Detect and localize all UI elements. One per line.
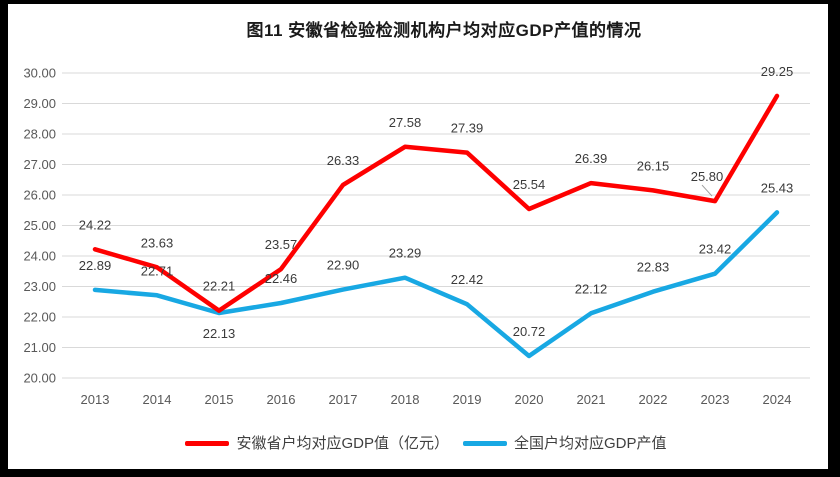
legend-item-anhui: 安徽省户均对应GDP值（亿元） xyxy=(185,436,449,451)
x-axis-tick-label: 2013 xyxy=(81,392,110,407)
data-label-leader-line xyxy=(701,184,713,197)
data-label: 27.58 xyxy=(389,115,422,130)
data-label: 22.83 xyxy=(637,260,670,275)
series-line-national xyxy=(92,210,780,359)
data-label: 23.42 xyxy=(699,242,732,257)
x-axis-tick-label: 2014 xyxy=(143,392,172,407)
y-axis-tick-label: 30.00 xyxy=(23,66,56,81)
series-line-anhui xyxy=(92,93,780,313)
x-axis-tick-label: 2020 xyxy=(515,392,544,407)
y-axis-tick-label: 29.00 xyxy=(23,96,56,111)
data-label: 22.12 xyxy=(575,281,608,296)
data-label: 26.39 xyxy=(575,151,608,166)
data-label: 22.13 xyxy=(203,326,236,341)
x-axis-tick-label: 2021 xyxy=(577,392,606,407)
data-label: 22.71 xyxy=(141,263,174,278)
chart-frame: 图11 安徽省检验检测机构户均对应GDP产值的情况 安徽省户均对应GDP值（亿元… xyxy=(8,4,828,469)
y-axis-tick-label: 20.00 xyxy=(23,371,56,386)
data-label: 25.54 xyxy=(513,177,546,192)
y-axis-tick-label: 28.00 xyxy=(23,127,56,142)
x-axis-tick-label: 2015 xyxy=(205,392,234,407)
legend-item-national: 全国户均对应GDP产值 xyxy=(463,436,667,451)
data-label: 23.29 xyxy=(389,246,422,261)
data-label: 22.42 xyxy=(451,272,484,287)
legend-swatch-national-line xyxy=(463,440,507,446)
data-label: 24.22 xyxy=(79,217,112,232)
y-axis-tick-label: 22.00 xyxy=(23,310,56,325)
x-axis-tick-label: 2019 xyxy=(453,392,482,407)
data-label: 22.90 xyxy=(327,258,360,273)
data-label: 22.46 xyxy=(265,271,298,286)
data-label: 20.72 xyxy=(513,324,546,339)
x-axis-tick-label: 2023 xyxy=(701,392,730,407)
y-axis-tick-label: 25.00 xyxy=(23,218,56,233)
x-axis-tick-label: 2018 xyxy=(391,392,420,407)
legend: 安徽省户均对应GDP值（亿元） 全国户均对应GDP产值 xyxy=(16,432,836,454)
data-label: 29.25 xyxy=(761,64,794,79)
data-label: 25.80 xyxy=(691,169,724,184)
y-axis-tick-label: 26.00 xyxy=(23,188,56,203)
data-label: 23.63 xyxy=(141,235,174,250)
data-label: 23.57 xyxy=(265,237,298,252)
legend-label-anhui: 安徽省户均对应GDP值（亿元） xyxy=(236,434,449,452)
x-axis-tick-label: 2024 xyxy=(763,392,792,407)
x-axis-tick-label: 2017 xyxy=(329,392,358,407)
data-label: 22.89 xyxy=(79,258,112,273)
x-axis-tick-label: 2022 xyxy=(639,392,668,407)
y-axis-tick-label: 23.00 xyxy=(23,279,56,294)
data-label: 26.15 xyxy=(637,158,670,173)
data-label: 25.43 xyxy=(761,180,794,195)
data-label: 22.21 xyxy=(203,279,236,294)
legend-label-national: 全国户均对应GDP产值 xyxy=(514,434,667,452)
y-axis-tick-label: 21.00 xyxy=(23,340,56,355)
legend-swatch-anhui-line xyxy=(185,440,230,446)
data-label: 27.39 xyxy=(451,121,484,136)
y-axis-tick-label: 24.00 xyxy=(23,249,56,264)
x-axis-tick-label: 2016 xyxy=(267,392,296,407)
y-axis-tick-label: 27.00 xyxy=(23,157,56,172)
chart-title: 图11 安徽省检验检测机构户均对应GDP产值的情况 xyxy=(246,21,642,40)
data-label: 26.33 xyxy=(327,153,360,168)
